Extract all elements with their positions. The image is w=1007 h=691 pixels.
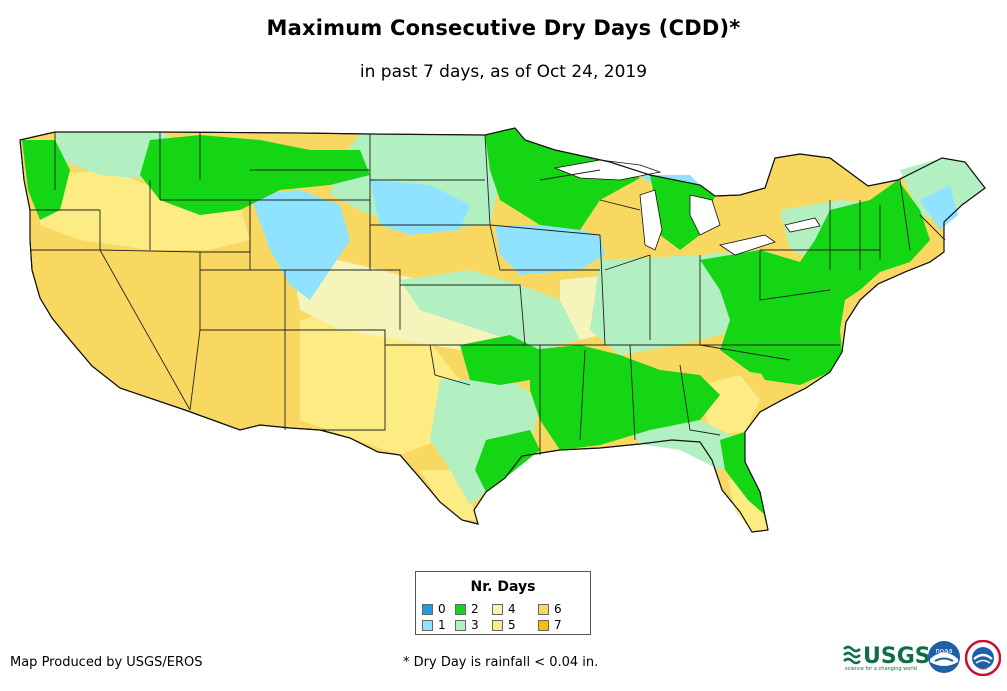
legend-swatch (538, 603, 549, 615)
legend-item-4: 4 (492, 602, 516, 616)
region-1day-iowa (495, 225, 605, 275)
producer-credit: Map Produced by USGS/EROS (10, 655, 203, 670)
region-2days-florida (720, 432, 765, 515)
lake-ontario (784, 217, 821, 233)
legend-swatch (422, 603, 433, 615)
legend-swatch (492, 619, 503, 631)
nws-logo-icon: nws (965, 640, 1001, 676)
region-3days-plains (400, 270, 580, 350)
region-2days-northeast (800, 180, 930, 300)
region-2days-minnesota-wisconsin (485, 128, 640, 230)
legend-swatch (422, 619, 433, 631)
legend-item-0: 0 (422, 602, 446, 616)
region-2days-carolinas (740, 335, 842, 385)
legend-label: 1 (438, 618, 446, 632)
usgs-waves-icon (843, 645, 861, 665)
legend-item-1: 1 (422, 618, 446, 632)
legend-item-3: 3 (455, 618, 479, 632)
map-subtitle: in past 7 days, as of Oct 24, 2019 (359, 62, 648, 82)
legend-item-7: 7 (538, 618, 562, 632)
legend-label: 6 (554, 602, 562, 616)
map-title: Maximum Consecutive Dry Days (CDD)* (266, 16, 741, 40)
legend-swatch (455, 619, 466, 631)
usgs-tagline: science for a changing world (845, 666, 917, 672)
legend-label: 7 (554, 618, 562, 632)
legend-swatch (455, 603, 466, 615)
legend-item-2: 2 (455, 602, 479, 616)
region-3days-texas (430, 380, 540, 505)
lake-erie (718, 234, 776, 256)
state-boundaries (30, 132, 946, 455)
region-2days-pnw (22, 140, 70, 220)
region-5days-north (40, 170, 250, 250)
us-outline (19, 127, 986, 533)
region-2days-idaho-montana (140, 135, 370, 215)
legend-label: 5 (508, 618, 516, 632)
legend-label: 0 (438, 602, 446, 616)
region-4days-plains (290, 250, 520, 350)
legend-label: 4 (508, 602, 516, 616)
lake-michigan (639, 189, 663, 251)
lake-huron (689, 194, 721, 236)
region-5days-florida (728, 478, 768, 532)
region-2days-east-texas (460, 335, 540, 385)
region-1day-maine (920, 185, 958, 230)
region-3days-southeast (620, 420, 745, 470)
nws-text: nws (979, 666, 987, 671)
usgs-logo: USGS (843, 644, 931, 669)
legend-swatch (492, 603, 503, 615)
region-1day-rockies (250, 190, 350, 300)
legend-label: 3 (471, 618, 479, 632)
dry-day-note: * Dry Day is rainfall < 0.04 in. (403, 655, 599, 670)
legend-swatch (538, 619, 549, 631)
noaa-logo-icon: noaa (928, 641, 960, 673)
usgs-wordmark: USGS (863, 644, 931, 669)
legend-item-6: 6 (538, 602, 562, 616)
legend-box: Nr. Days 0 1 2 3 4 5 6 7 (415, 571, 591, 635)
noaa-text: noaa (935, 647, 952, 655)
legend-item-5: 5 (492, 618, 516, 632)
region-2days-mississippi (530, 345, 720, 450)
region-1day-dakotas (370, 180, 470, 235)
legend-title: Nr. Days (470, 579, 536, 595)
legend-label: 2 (471, 602, 479, 616)
region-2days-gulf-coast (475, 430, 540, 492)
agency-logos: USGS science for a changing world noaa n… (843, 638, 1003, 678)
